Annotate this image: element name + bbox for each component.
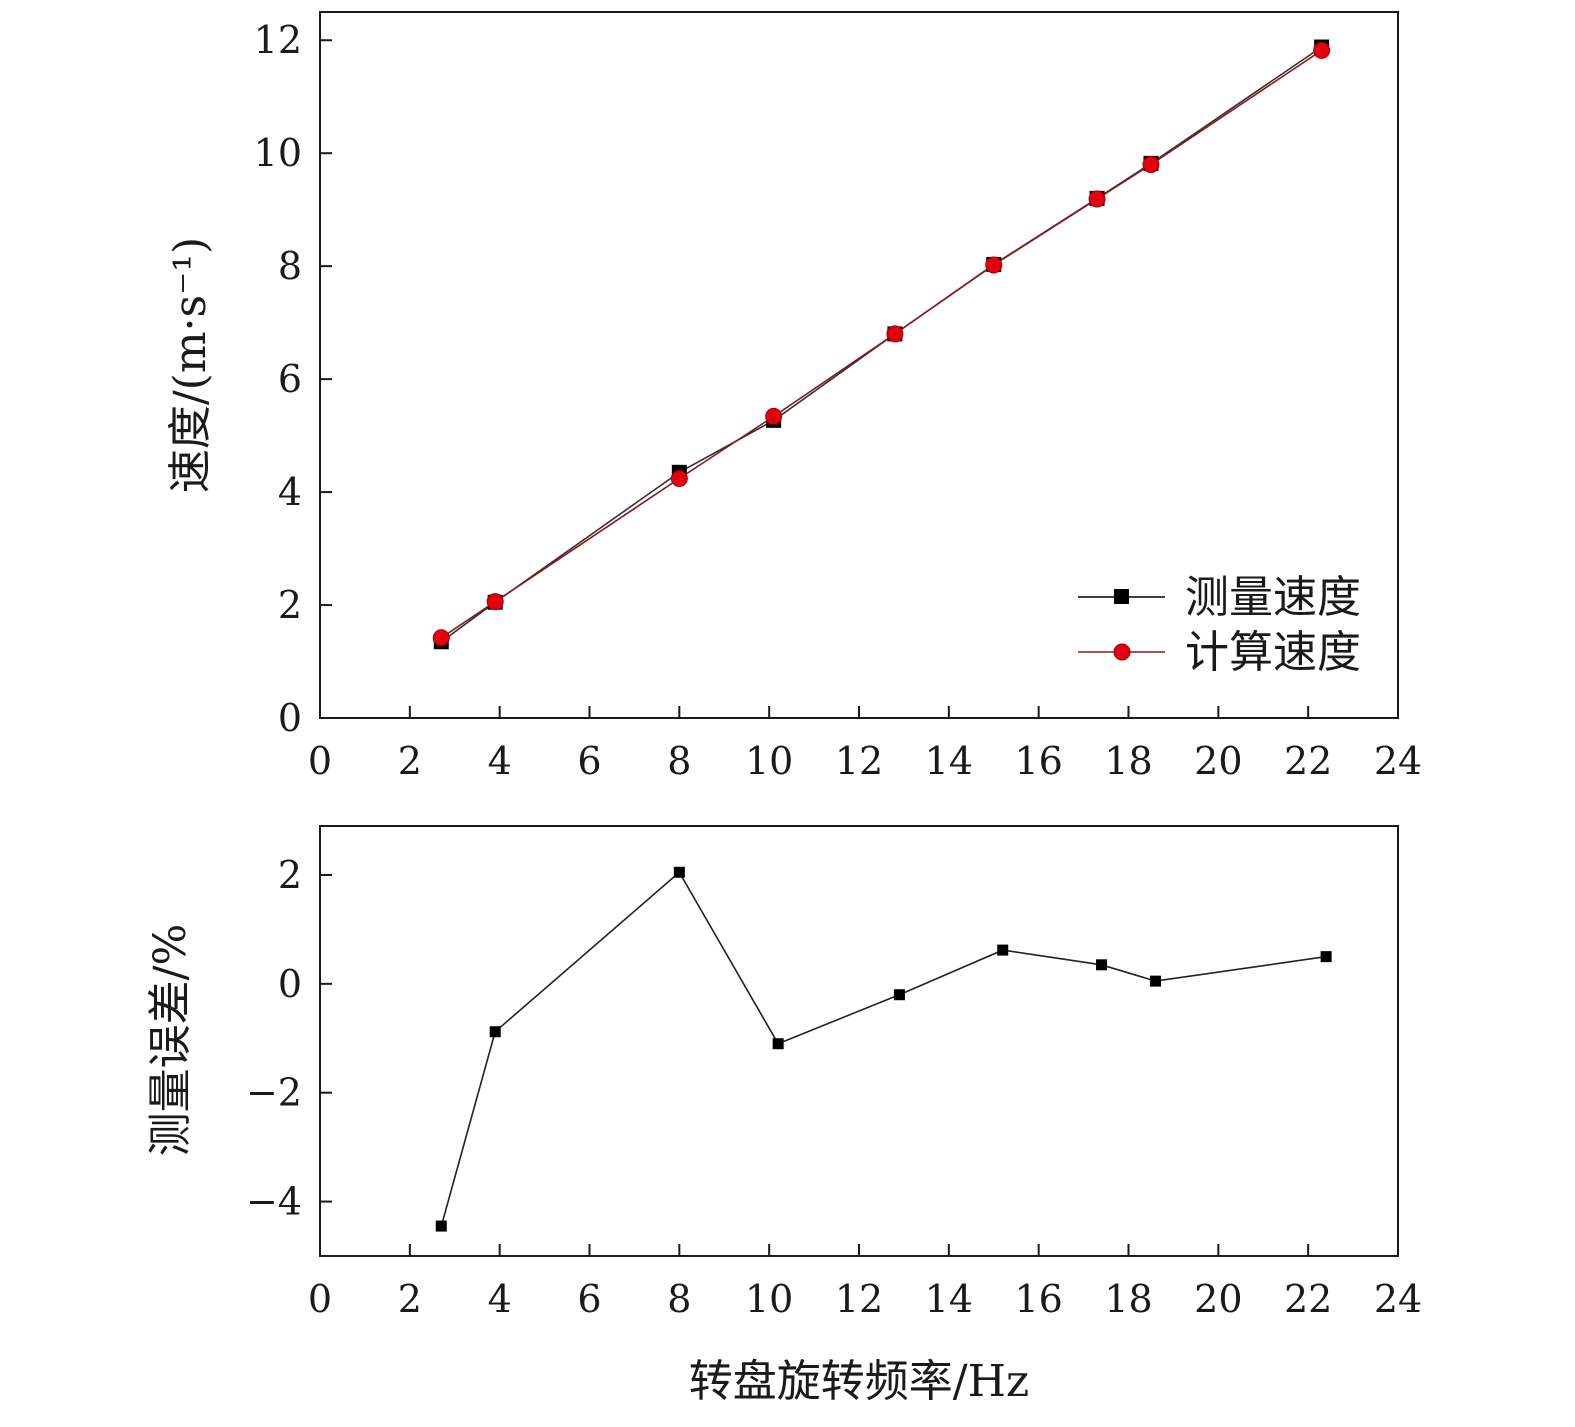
error-point-0 (435, 1220, 447, 1232)
error-y-tick-label: −4 (246, 1180, 302, 1224)
error-x-tick-label: 4 (488, 1277, 512, 1321)
velocity-x-tick-label: 14 (925, 739, 973, 783)
error-x-tick-label: 6 (577, 1277, 601, 1321)
velocity-y-tick-label: 12 (254, 18, 302, 62)
error-x-tick-label: 8 (667, 1277, 691, 1321)
velocity-point-1 (486, 593, 504, 611)
error-x-tick-label: 0 (308, 1277, 332, 1321)
error-x-tick-label: 14 (925, 1277, 973, 1321)
velocity-x-tick-label: 10 (745, 739, 793, 783)
error-y-tick-label: 0 (278, 962, 302, 1006)
velocity-y-tick-label: 0 (278, 696, 302, 740)
error-point-0 (673, 866, 685, 878)
error-axis-ticks: 0 2 4 6 8 10 12 14 16 18 20 22 24−4−202 (246, 853, 1422, 1321)
velocity-x-tick-label: 0 (308, 739, 332, 783)
error-chart: 0 2 4 6 8 10 12 14 16 18 20 22 24−4−202 测量误差/% 转盘旋转频… (145, 825, 1422, 1407)
error-point-0 (1096, 959, 1108, 971)
error-point-0 (997, 944, 1009, 956)
error-point-0 (772, 1038, 784, 1050)
legend-label-measured: 测量速度 (1185, 572, 1361, 623)
velocity-point-1 (432, 629, 450, 647)
velocity-y-tick-label: 2 (278, 583, 302, 627)
velocity-x-tick-label: 2 (398, 739, 422, 783)
error-x-tick-label: 12 (835, 1277, 883, 1321)
error-x-tick-label: 22 (1284, 1277, 1332, 1321)
error-x-axis-title: 转盘旋转频率/Hz (689, 1356, 1029, 1407)
velocity-legend: 测量速度 计算速度 (1078, 572, 1361, 678)
velocity-x-tick-label: 18 (1104, 739, 1152, 783)
velocity-series-markers (432, 39, 1331, 650)
velocity-series-line-0 (440, 46, 1323, 643)
velocity-y-tick-label: 6 (278, 357, 302, 401)
velocity-point-1 (765, 407, 783, 425)
error-y-axis-title: 测量误差/% (145, 924, 196, 1157)
velocity-point-1 (670, 470, 688, 488)
velocity-point-1 (985, 256, 1003, 274)
error-x-tick-label: 24 (1374, 1277, 1422, 1321)
error-x-tick-label: 10 (745, 1277, 793, 1321)
error-y-tick-label: −2 (246, 1071, 302, 1115)
velocity-y-axis-title: 速度/(m·s⁻¹) (165, 237, 216, 493)
velocity-y-tick-label: 4 (278, 470, 302, 514)
velocity-point-1 (1088, 190, 1106, 208)
velocity-x-tick-label: 4 (488, 739, 512, 783)
error-series-line-0 (440, 871, 1327, 1227)
velocity-x-tick-label: 24 (1374, 739, 1422, 783)
error-x-tick-label: 2 (398, 1277, 422, 1321)
velocity-x-tick-label: 16 (1014, 739, 1062, 783)
legend-marker-measured (1114, 589, 1129, 604)
velocity-x-tick-label: 20 (1194, 739, 1242, 783)
legend-marker-calculated (1113, 643, 1131, 661)
velocity-point-1 (1313, 41, 1331, 59)
error-x-tick-label: 18 (1104, 1277, 1152, 1321)
velocity-point-1 (1142, 155, 1160, 173)
error-series-markers (435, 866, 1332, 1232)
velocity-series-lines (440, 46, 1323, 643)
error-point-0 (1320, 951, 1332, 963)
error-series-line (440, 871, 1327, 1227)
error-point-0 (893, 989, 905, 1001)
velocity-x-tick-label: 12 (835, 739, 883, 783)
error-y-tick-label: 2 (278, 853, 302, 897)
legend-label-calculated: 计算速度 (1185, 627, 1361, 678)
velocity-y-tick-label: 10 (254, 131, 302, 175)
error-x-tick-label: 20 (1194, 1277, 1242, 1321)
error-point-0 (489, 1026, 501, 1038)
error-point-0 (1149, 975, 1161, 987)
error-plot-frame (319, 825, 1399, 1257)
velocity-x-tick-label: 6 (577, 739, 601, 783)
velocity-y-tick-label: 8 (278, 244, 302, 288)
velocity-point-1 (886, 325, 904, 343)
velocity-x-tick-label: 8 (667, 739, 691, 783)
error-x-tick-label: 16 (1014, 1277, 1062, 1321)
velocity-x-tick-label: 22 (1284, 739, 1332, 783)
